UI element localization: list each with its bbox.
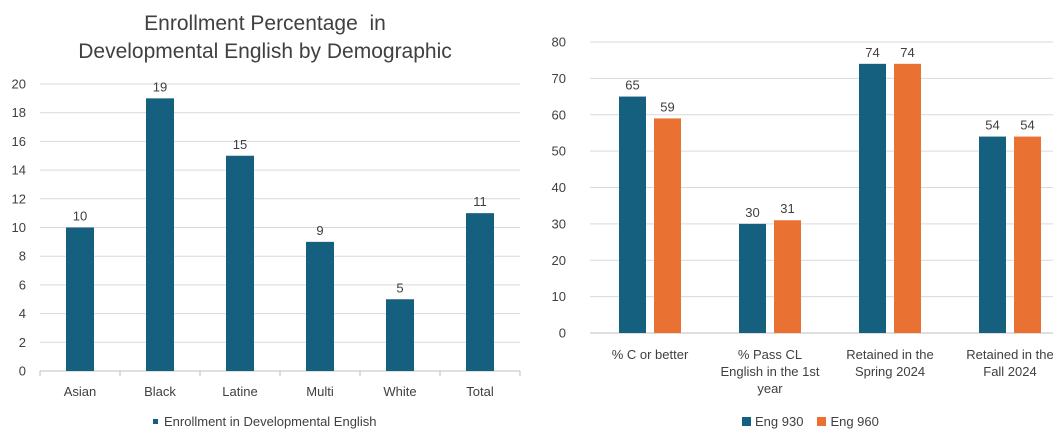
- chart-title-line-1: Enrollment Percentage in: [144, 12, 386, 35]
- data-label: 74: [900, 45, 914, 60]
- data-label: 11: [473, 194, 487, 209]
- chart-title: Enrollment Percentage in Developmental E…: [0, 10, 530, 66]
- x-tick-label: % Pass CL: [738, 347, 802, 362]
- x-tick-label: English in the 1st: [720, 364, 819, 379]
- legend-label: Enrollment in Developmental English: [164, 414, 377, 429]
- bar: [386, 299, 414, 371]
- data-label: 19: [153, 79, 167, 94]
- y-tick-label: 6: [19, 277, 26, 292]
- legend-label-eng-930: Eng 930: [755, 414, 804, 429]
- bar: [226, 155, 254, 371]
- y-tick-label: 18: [12, 105, 26, 120]
- bar: [894, 63, 921, 333]
- y-tick-label: 2: [19, 335, 26, 350]
- legend-label-eng-960: Eng 960: [830, 414, 879, 429]
- legend-swatch-eng-960: [817, 417, 827, 426]
- data-label: 9: [316, 223, 323, 238]
- x-tick-label: Multi: [306, 384, 334, 399]
- data-label: 54: [985, 118, 999, 133]
- legend: Enrollment in Developmental English: [153, 414, 376, 429]
- data-label: 65: [625, 78, 639, 93]
- bar: [306, 241, 334, 371]
- y-tick-label: 0: [19, 364, 26, 379]
- data-label: 54: [1020, 118, 1034, 133]
- x-tick-label: Fall 2024: [983, 364, 1036, 379]
- legend-swatch-eng-930: [742, 417, 751, 426]
- outcomes-bar-chart: 0 10 20 30 40 50 60 70 80 65 59 % C or better 30 31 % …: [552, 35, 1053, 396]
- x-tick-label: White: [383, 384, 416, 399]
- bar: [619, 96, 646, 333]
- enrollment-bar-chart: 0 2 4 6 8 10 12 14 16 18 20 10 Asian 19 Black 15 Latine 9…: [12, 77, 521, 399]
- y-tick-label: 70: [552, 71, 566, 86]
- enrollment-chart-panel: Enrollment Percentage in Developmental E…: [0, 10, 530, 429]
- y-tick-label: 60: [552, 107, 566, 122]
- x-tick-label: % C or better: [612, 347, 689, 362]
- bar: [774, 220, 801, 333]
- y-tick-label: 10: [12, 220, 26, 235]
- y-tick-label: 20: [552, 253, 566, 268]
- y-tick-label: 50: [552, 144, 566, 159]
- y-tick-label: 30: [552, 216, 566, 231]
- y-tick-label: 0: [559, 326, 566, 341]
- data-label: 59: [660, 99, 674, 114]
- bar: [1014, 136, 1041, 333]
- bar: [146, 98, 174, 371]
- data-label: 31: [780, 201, 794, 216]
- y-tick-label: 4: [19, 306, 26, 321]
- x-tick-label: Black: [144, 384, 176, 399]
- legend: Eng 930 Eng 960: [742, 414, 879, 429]
- data-label: 30: [745, 205, 759, 220]
- outcomes-chart-panel: 0 10 20 30 40 50 60 70 80 65 59 % C or better 30 31 % …: [530, 0, 1053, 430]
- y-tick-label: 20: [12, 77, 26, 92]
- data-label: 5: [396, 280, 403, 295]
- y-tick-label: 80: [552, 35, 566, 50]
- y-tick-label: 8: [19, 249, 26, 264]
- data-label: 10: [73, 209, 87, 224]
- y-tick-label: 12: [12, 191, 26, 206]
- data-label: 74: [865, 45, 879, 60]
- chart-title-line-2: Developmental English by Demographic: [78, 40, 452, 63]
- y-tick-label: 16: [12, 134, 26, 149]
- bar: [66, 227, 94, 371]
- legend-swatch: [153, 419, 158, 424]
- x-tick-label: Latine: [222, 384, 257, 399]
- x-tick-label: Asian: [64, 384, 97, 399]
- x-tick-label: year: [757, 381, 783, 396]
- y-tick-label: 40: [552, 180, 566, 195]
- bar: [859, 63, 886, 333]
- x-tick-label: Total: [466, 384, 494, 399]
- y-tick-label: 14: [12, 163, 26, 178]
- data-label: 15: [233, 137, 247, 152]
- x-tick-label: Spring 2024: [855, 364, 925, 379]
- x-tick-label: Retained in the: [846, 347, 933, 362]
- bar: [739, 223, 766, 333]
- bar: [654, 118, 681, 333]
- bar: [979, 136, 1006, 333]
- x-tick-label: Retained in the: [966, 347, 1053, 362]
- y-tick-label: 10: [552, 289, 566, 304]
- bar: [466, 213, 494, 371]
